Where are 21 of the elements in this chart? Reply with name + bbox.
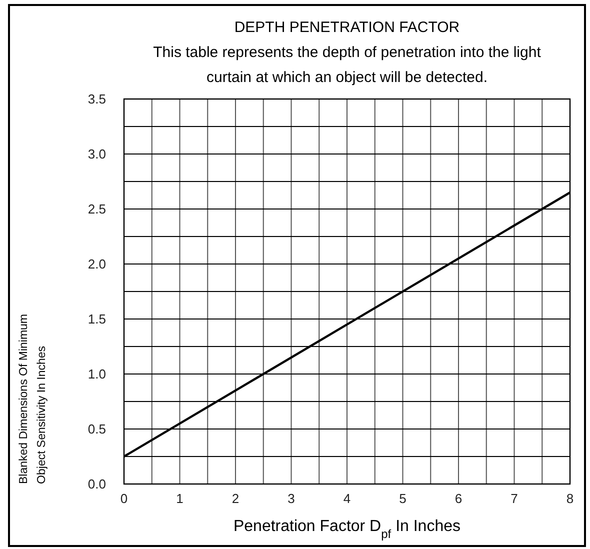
chart-subtitle: This table represents the depth of penetration into the light curtain at which an object will be detected.: [153, 44, 542, 86]
x-tick-label: 5: [399, 491, 406, 506]
x-tick-label: 0: [120, 491, 128, 506]
y-tick-label: 0.5: [88, 422, 106, 436]
x-axis-title: Penetration Factor D$_{pf}$ In Inches: [233, 518, 461, 541]
x-tick-label: 4: [343, 491, 351, 506]
x-tick-label: 1: [176, 491, 184, 506]
y-tick-label: 1.0: [88, 366, 106, 382]
y-tick-label: 1.5: [88, 312, 106, 326]
x-tick-label: 2: [232, 491, 240, 506]
y-tick-label: 2.0: [88, 256, 106, 272]
chart-title: DEPTH PENETRATION FACTOR: [234, 19, 460, 36]
x-tick-label: 8: [566, 491, 574, 506]
y-tick-label: 3.0: [88, 146, 106, 162]
y-tick-label: 0.0: [88, 476, 106, 492]
y-tick-label: 2.5: [88, 202, 106, 216]
x-tick-label: 3: [288, 491, 295, 506]
x-tick-label: 6: [454, 491, 462, 506]
y-tick-label: 3.5: [88, 92, 106, 106]
x-tick-label: 7: [510, 491, 518, 506]
y-axis-title: Blanked Dimensions Of Minimum Object Sensitivity In Inches: [18, 314, 48, 484]
